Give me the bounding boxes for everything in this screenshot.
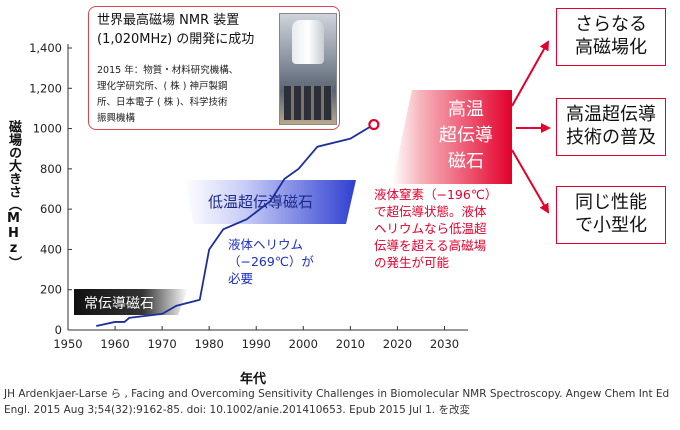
y-axis-label: 磁場の大きさ（MHz） [6, 120, 21, 269]
x-tick-label: 2000 [289, 337, 318, 351]
field-trend-line [96, 123, 375, 327]
outcome-higher-field: さらなる 高磁場化 [556, 8, 666, 66]
x-tick-label: 1980 [195, 337, 224, 351]
y-tick-label: 200 [40, 283, 62, 297]
normal-conductor-band [74, 289, 188, 315]
citation: JH Ardenkjaer-Larse ら , Facing and Overc… [4, 388, 670, 416]
x-axis-label: 年代 [240, 372, 267, 387]
y-tick-label: 1000 [33, 122, 62, 136]
high-temp-superconductor-label: 高温 超伝導 磁石 [439, 99, 493, 172]
magnet-image [292, 20, 324, 64]
arrow-down [511, 149, 550, 214]
normal-conductor-label: 常伝導磁石 [84, 296, 154, 312]
callout-detail: 2015 年：物質・材料研究機構、 理化学研究所、( 株 ) 神戸製鋼 所、日本… [97, 65, 239, 124]
low-temp-superconductor-label: 低温超伝導磁石 [208, 193, 314, 211]
nmr-device-photo [279, 13, 337, 125]
x-tick-label: 2010 [336, 337, 365, 351]
x-tick-label: 1970 [147, 337, 176, 351]
high-temp-superconductor-band [392, 90, 512, 184]
x-tick-label: 1950 [53, 337, 82, 351]
x-tick-label: 1990 [242, 337, 271, 351]
x-tick-label: 2030 [430, 337, 459, 351]
nitrogen-note: 液体窒素（−196℃） で超伝導状態。液体 ヘリウムなら低温超 伝導を超える高磁… [374, 187, 498, 270]
y-tick-label: 0 [55, 323, 62, 337]
callout-title: 世界最高磁場 NMR 装置 (1,020MHz) の開発に成功 [97, 13, 255, 47]
researchers-image [284, 86, 332, 120]
y-tick-label: 400 [40, 242, 62, 256]
x-tick-label: 1960 [100, 337, 129, 351]
record-point [368, 118, 380, 131]
record-callout: 世界最高磁場 NMR 装置 (1,020MHz) の開発に成功 2015 年：物… [88, 6, 340, 130]
helium-note: 液体ヘリウム （−269℃）が 必要 [228, 237, 314, 286]
x-tick-label: 2020 [383, 337, 412, 351]
outcome-hts-adoption: 高温超伝導 技術の普及 [556, 98, 666, 156]
arrow-up [511, 40, 549, 107]
y-tick-label: 1,400 [29, 41, 62, 55]
series-layer [96, 118, 380, 327]
y-tick-label: 600 [40, 202, 62, 216]
axes: 0 200 400 600 800 1000 1,200 1,400 1950 1960 1970 1… [29, 41, 468, 351]
y-tick-label: 800 [40, 162, 62, 176]
y-tick-label: 1,200 [29, 81, 62, 95]
outcome-miniaturization: 同じ性能 で小型化 [556, 186, 666, 244]
